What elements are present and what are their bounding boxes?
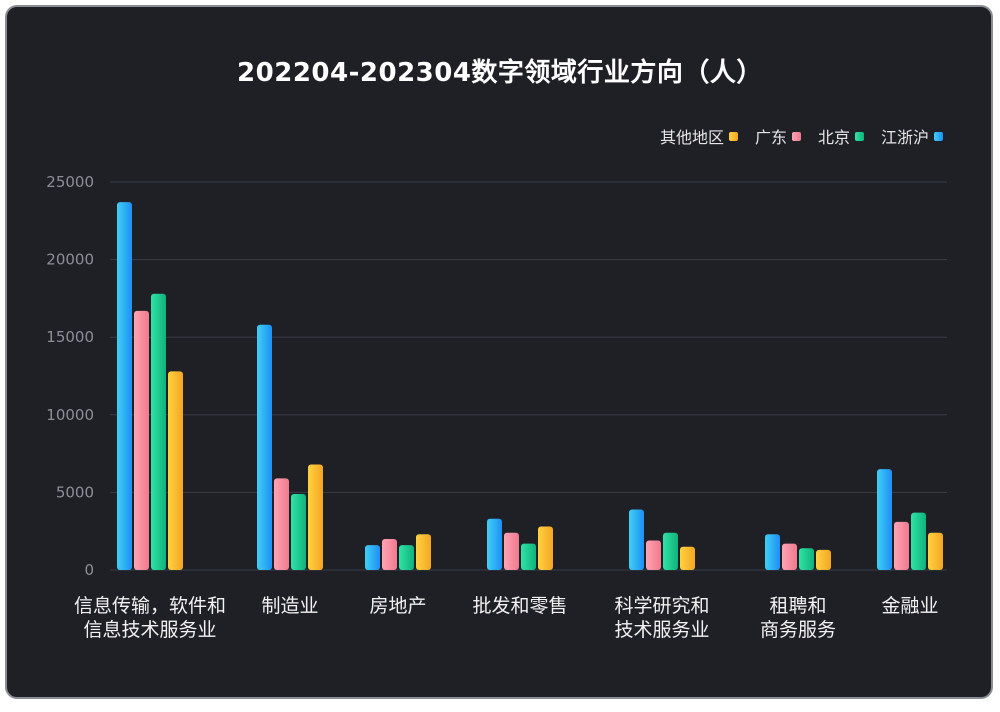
- x-category-label: 金融业: [881, 595, 938, 617]
- bar-北京-1[interactable]: [291, 493, 306, 570]
- bar-北京-2[interactable]: [399, 545, 414, 570]
- bar-广东-0[interactable]: [134, 310, 149, 570]
- legend-label-beijing: 北京: [817, 128, 850, 147]
- bar-广东-4[interactable]: [646, 540, 661, 570]
- x-category-label: 租聘和: [769, 595, 826, 617]
- bar-江浙沪-3[interactable]: [487, 518, 502, 570]
- y-tick-label: 25000: [46, 173, 94, 191]
- bar-北京-4[interactable]: [663, 532, 678, 570]
- bar-江浙沪-5[interactable]: [765, 534, 780, 570]
- legend-item-guangdong[interactable]: 广东: [755, 124, 801, 148]
- bar-江浙沪-0[interactable]: [117, 202, 132, 570]
- x-category-label: 批发和零售: [472, 595, 567, 617]
- x-category-label: 信息传输，软件和: [74, 595, 226, 617]
- legend-swatch-beijing: [854, 131, 864, 141]
- bar-其他地区-2[interactable]: [416, 534, 431, 570]
- legend-swatch-guangdong: [791, 131, 801, 141]
- y-tick-label: 5000: [56, 483, 94, 501]
- y-tick-label: 20000: [46, 251, 94, 269]
- bar-北京-0[interactable]: [151, 293, 166, 570]
- bar-广东-1[interactable]: [274, 478, 289, 570]
- bar-其他地区-6[interactable]: [928, 532, 943, 570]
- bar-北京-6[interactable]: [911, 512, 926, 570]
- legend-label-jzh: 江浙沪: [880, 128, 929, 147]
- x-category-label: 科学研究和: [614, 595, 709, 617]
- chart-panel: [5, 5, 993, 699]
- chart-legend: 其他地区 广东 北京 江浙沪: [660, 124, 943, 148]
- bar-广东-3[interactable]: [504, 532, 519, 570]
- legend-swatch-other: [728, 131, 738, 141]
- bar-其他地区-4[interactable]: [680, 546, 695, 570]
- bar-江浙沪-2[interactable]: [365, 545, 380, 570]
- y-tick-label: 10000: [46, 406, 94, 424]
- bar-其他地区-5[interactable]: [816, 549, 831, 570]
- y-tick-label: 0: [84, 561, 94, 579]
- bar-广东-6[interactable]: [894, 521, 909, 570]
- legend-item-other[interactable]: 其他地区: [660, 124, 738, 148]
- legend-item-jzh[interactable]: 江浙沪: [881, 124, 943, 148]
- legend-label-guangdong: 广东: [754, 128, 787, 147]
- legend-swatch-jzh: [934, 131, 943, 141]
- bar-北京-3[interactable]: [521, 543, 536, 570]
- x-category-label: 房地产: [369, 595, 426, 617]
- x-category-label: 信息技术服务业: [83, 619, 216, 641]
- y-tick-label: 15000: [46, 328, 94, 346]
- bar-江浙沪-4[interactable]: [629, 509, 644, 570]
- bar-其他地区-3[interactable]: [538, 526, 553, 570]
- bar-北京-5[interactable]: [799, 548, 814, 570]
- chart-title: 202204-202304数字领域行业方向（人）: [237, 58, 763, 88]
- bar-其他地区-0[interactable]: [168, 371, 183, 570]
- bar-江浙沪-1[interactable]: [257, 324, 272, 570]
- bar-江浙沪-6[interactable]: [877, 469, 892, 570]
- x-category-label: 技术服务业: [614, 619, 709, 641]
- bar-广东-2[interactable]: [382, 538, 397, 570]
- legend-label-other: 其他地区: [659, 128, 724, 147]
- x-category-label: 商务服务: [760, 619, 836, 641]
- x-category-label: 制造业: [261, 595, 318, 617]
- legend-item-beijing[interactable]: 北京: [818, 124, 864, 148]
- bar-广东-5[interactable]: [782, 543, 797, 570]
- bar-其他地区-1[interactable]: [308, 464, 323, 570]
